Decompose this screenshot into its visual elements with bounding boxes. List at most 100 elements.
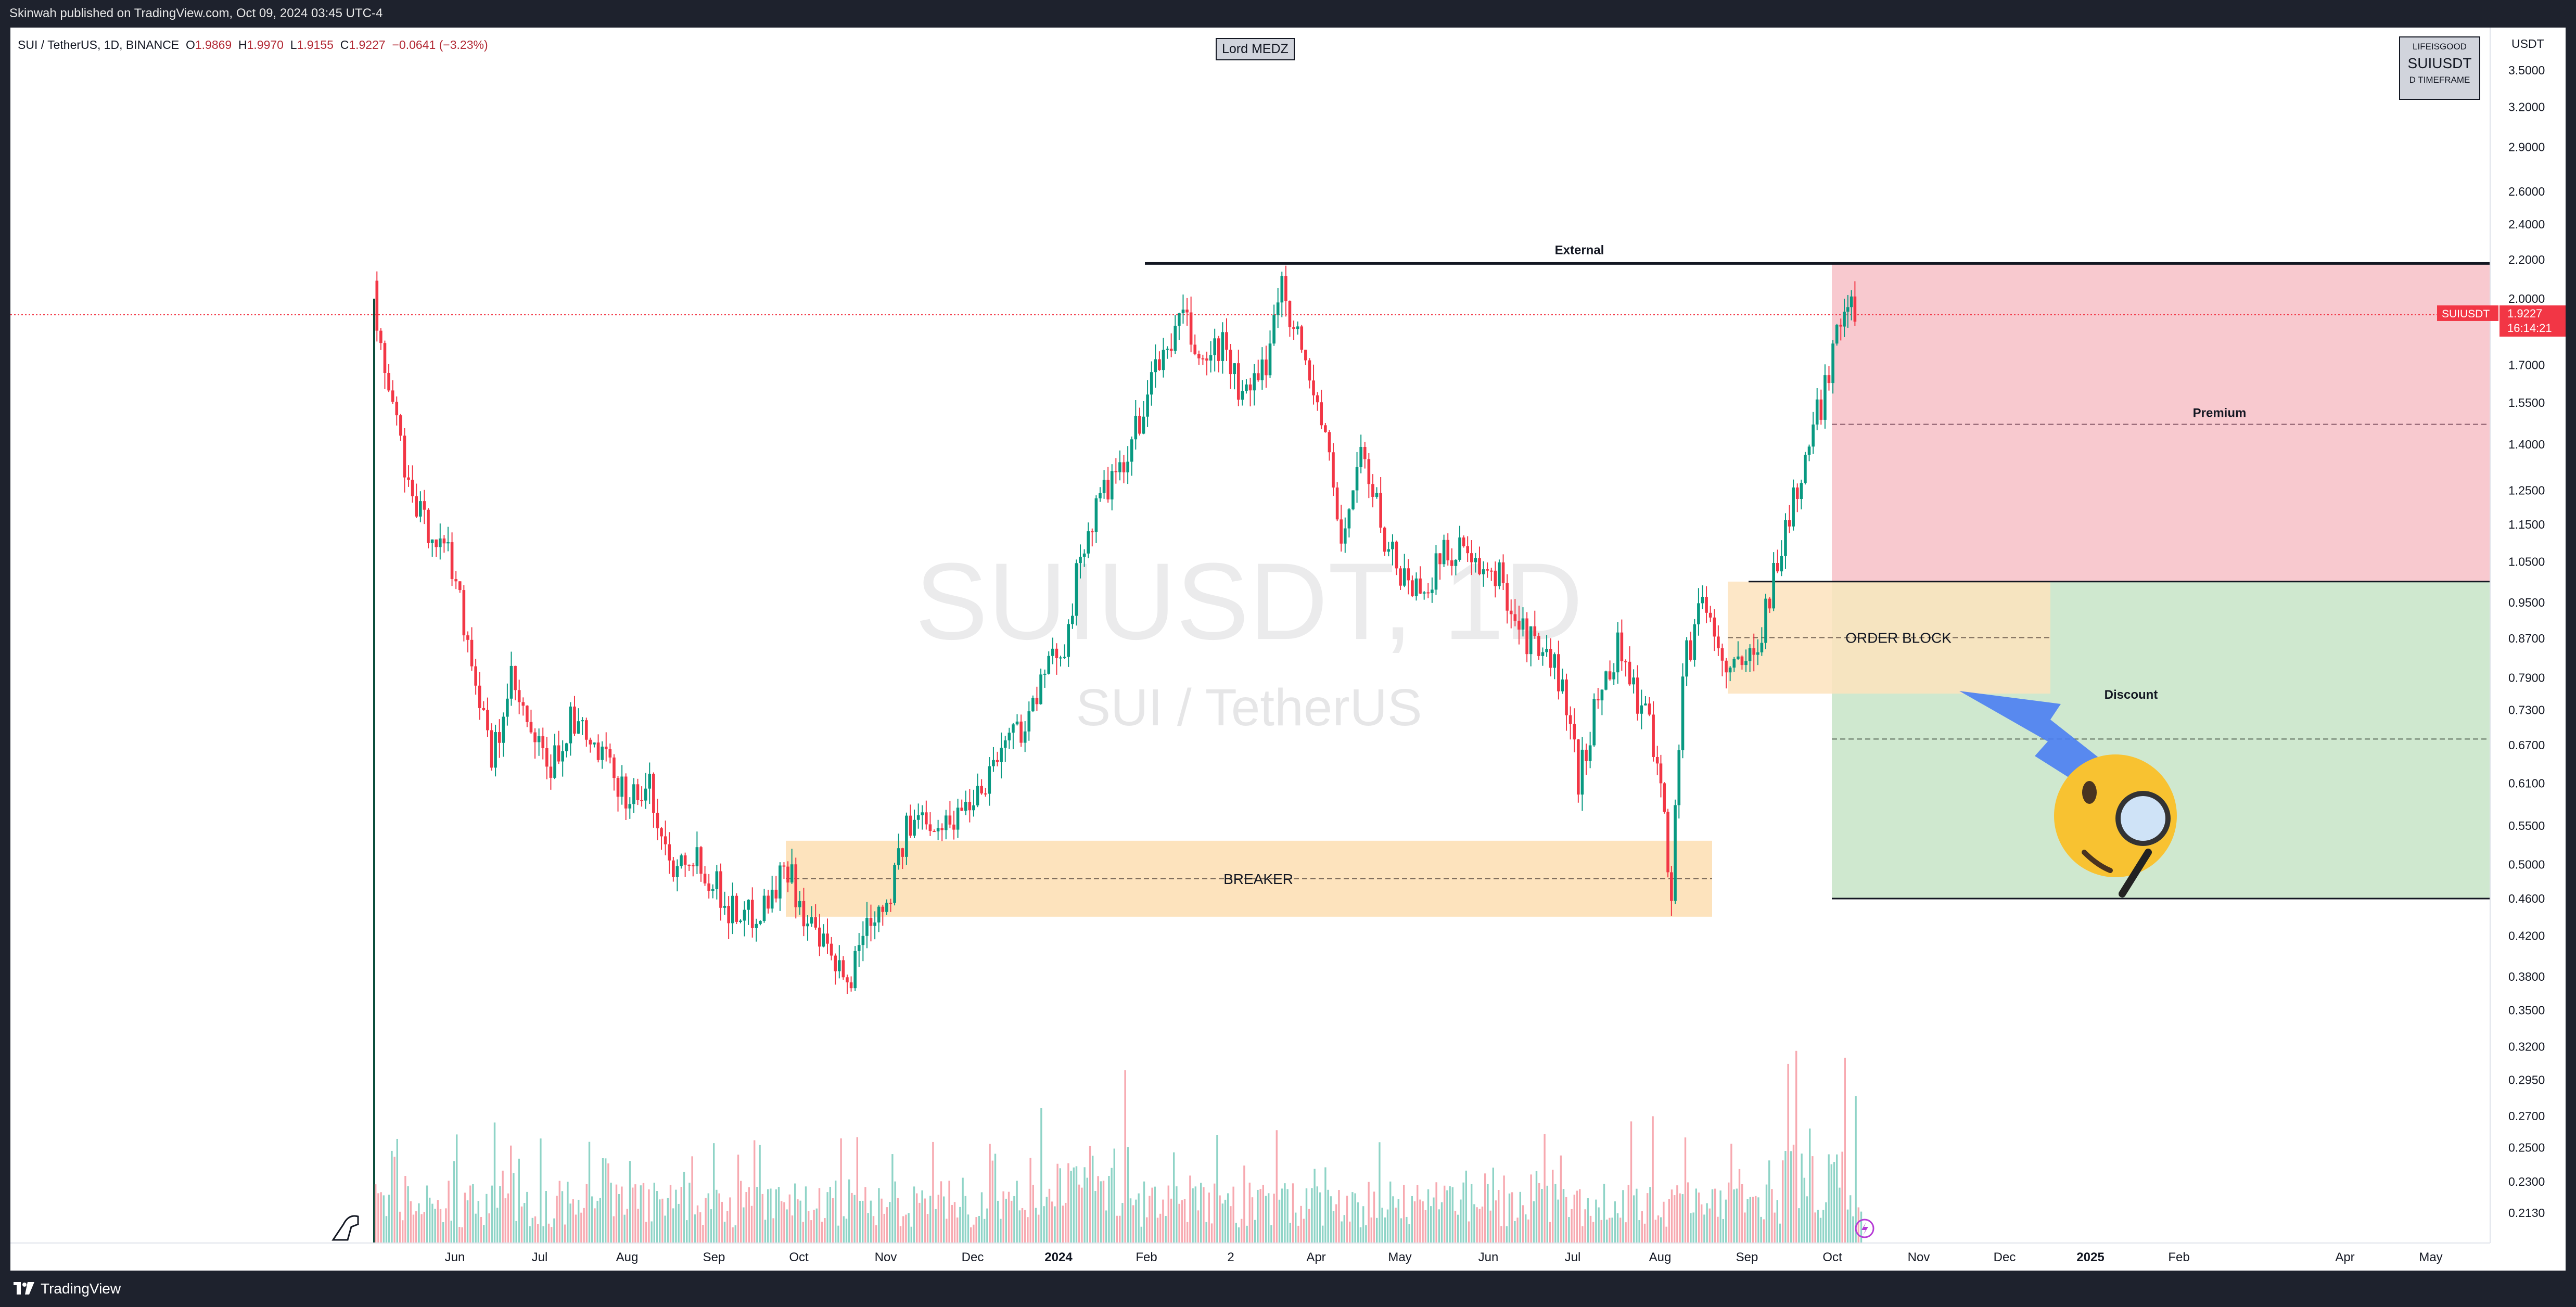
currency-label: USDT <box>2511 37 2544 50</box>
candle <box>577 721 580 734</box>
candle <box>921 812 924 815</box>
volume-bar <box>1541 1189 1543 1243</box>
candle <box>822 933 825 947</box>
volume-bar <box>1056 1163 1059 1243</box>
price-tick: 0.2500 <box>2508 1141 2545 1154</box>
volume-bar <box>596 1200 598 1243</box>
candle <box>1114 471 1118 472</box>
volume-bar <box>1809 1128 1811 1243</box>
volume-bar <box>1535 1171 1538 1243</box>
volume-bar <box>461 1227 463 1243</box>
volume-bar <box>1487 1184 1489 1243</box>
candle <box>1383 528 1386 552</box>
volume-bar <box>924 1198 926 1243</box>
volume-bar <box>810 1220 812 1243</box>
volume-bar <box>967 1214 970 1243</box>
volume-bar <box>429 1197 431 1243</box>
candle <box>601 746 604 760</box>
volume-bar <box>1663 1201 1665 1243</box>
candles <box>375 265 1857 994</box>
volume-bar <box>1728 1182 1730 1243</box>
price-tick: 1.0500 <box>2508 555 2545 569</box>
volume-bar <box>1746 1199 1749 1243</box>
volume-bar <box>797 1199 799 1243</box>
candle <box>593 742 596 745</box>
candle <box>1019 721 1023 743</box>
candle <box>814 917 818 928</box>
candle <box>1399 568 1402 586</box>
candle <box>1205 358 1208 361</box>
volume-bar <box>380 1192 382 1243</box>
time-tick: May <box>1388 1250 1411 1264</box>
volume-bar <box>1379 1142 1381 1243</box>
volume-bar <box>889 1202 891 1243</box>
volume-bar <box>453 1161 455 1243</box>
candle <box>925 812 928 825</box>
volume-bar <box>926 1214 929 1243</box>
volume-bar <box>1562 1189 1565 1243</box>
candle <box>802 901 806 927</box>
volume-bar <box>1132 1205 1134 1243</box>
candle <box>750 900 754 928</box>
change-value: −0.0641 (−3.23%) <box>392 38 488 52</box>
candle <box>727 906 730 924</box>
volume-bar <box>1595 1199 1597 1243</box>
volume-bar <box>791 1215 794 1243</box>
volume-bar <box>1000 1219 1002 1243</box>
candle <box>1391 542 1394 549</box>
time-tick: Aug <box>616 1250 639 1264</box>
close-value: 1.9227 <box>349 38 386 52</box>
volume-bar <box>578 1199 580 1243</box>
volume-bar <box>1208 1193 1210 1243</box>
candle <box>1225 332 1228 350</box>
volume-bar <box>1322 1225 1324 1243</box>
tradingview-logo[interactable]: TradingView <box>14 1280 121 1298</box>
volume-bar <box>1430 1206 1432 1243</box>
volume-bar <box>1579 1189 1581 1243</box>
candle <box>818 927 821 947</box>
candle <box>1411 580 1414 596</box>
price-tick: 3.5000 <box>2508 63 2545 77</box>
candle <box>1717 636 1720 648</box>
volume-bar <box>997 1200 999 1243</box>
volume-bar <box>1045 1197 1048 1243</box>
candle <box>940 828 944 830</box>
volume-bar <box>951 1205 953 1243</box>
volume-bar <box>913 1186 915 1243</box>
volume-bar <box>853 1195 856 1243</box>
volume-bar <box>1403 1185 1405 1243</box>
price-tick: 0.6100 <box>2508 777 2545 790</box>
candle <box>1395 542 1398 569</box>
candle <box>430 539 434 543</box>
candle <box>1506 583 1509 611</box>
volume-bar <box>788 1194 790 1243</box>
candle <box>1823 375 1827 420</box>
volume-bar <box>1822 1210 1825 1243</box>
volume-bar <box>404 1176 406 1243</box>
candle <box>640 800 643 801</box>
volume-bar <box>1075 1166 1078 1243</box>
volume-bar <box>556 1196 558 1243</box>
candle <box>1422 592 1426 594</box>
volume-bar <box>1238 1227 1240 1243</box>
volume-bar <box>937 1195 939 1243</box>
volume-bar <box>1005 1198 1007 1243</box>
volume-bar <box>1711 1189 1714 1243</box>
candle <box>596 742 600 760</box>
candle <box>1166 349 1169 350</box>
chart-frame[interactable]: SUIUSDT, 1D SUI / TetherUS External Premium… <box>10 28 2566 1271</box>
volume-bar <box>1798 1208 1800 1243</box>
candle <box>1292 327 1295 329</box>
volume-bar <box>1765 1184 1768 1243</box>
volume-bar <box>1530 1174 1532 1243</box>
chart-canvas[interactable]: SUIUSDT, 1D SUI / TetherUS External Premium… <box>10 28 2566 1271</box>
volume-bar <box>905 1214 907 1243</box>
volume-bar <box>962 1177 964 1243</box>
volume-bar <box>642 1183 645 1243</box>
volume-bar <box>929 1196 932 1243</box>
candle <box>1343 528 1347 544</box>
candle <box>482 708 486 710</box>
volume-bar <box>767 1189 769 1243</box>
volume-bar <box>1094 1191 1096 1243</box>
volume-bar <box>672 1208 674 1243</box>
